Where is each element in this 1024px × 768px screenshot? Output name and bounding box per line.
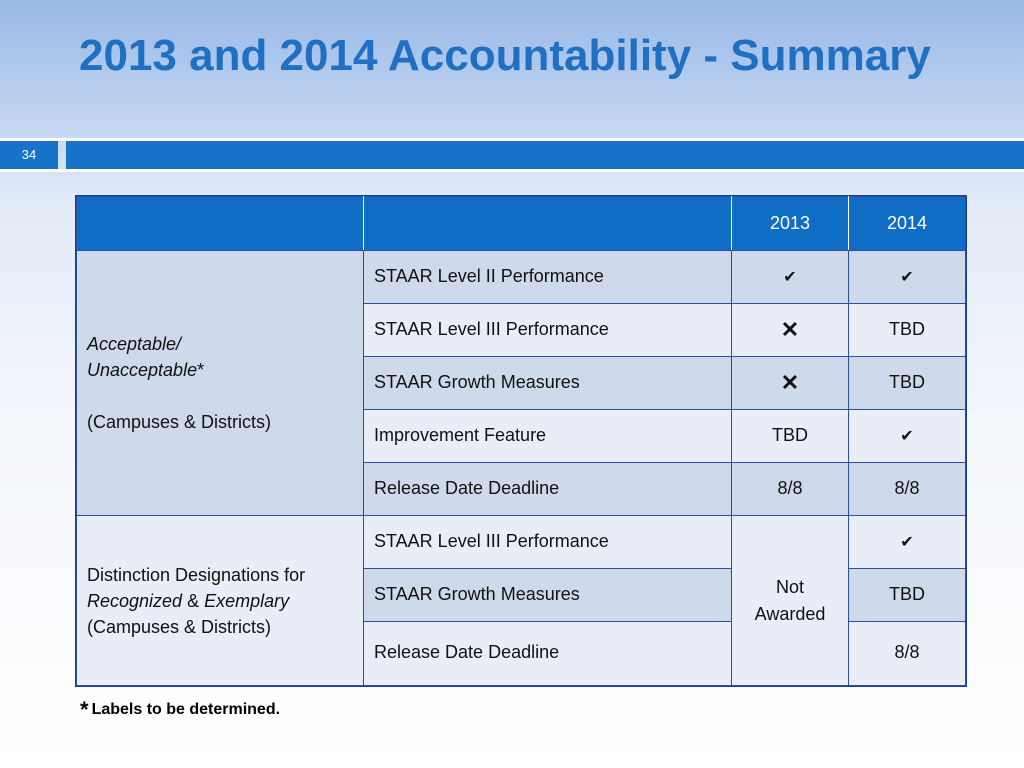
cell-2013: ✕ <box>731 356 849 410</box>
check-icon: ✔ <box>900 534 914 551</box>
cell-2013: ✕ <box>731 303 849 357</box>
group-label-line3: (Campuses & Districts) <box>87 616 272 637</box>
group-label-asterisk: * <box>197 360 205 380</box>
cell-2014: TBD <box>848 356 966 410</box>
measure-cell: STAAR Level III Performance <box>363 515 732 569</box>
group-label-line2: Unacceptable <box>87 360 198 380</box>
check-icon: ✔ <box>900 428 914 445</box>
table-row: Distinction Designations for Recognized … <box>76 515 966 686</box>
cell-2014: ✔ <box>848 250 966 304</box>
not-awarded-line2: Awarded <box>754 603 826 624</box>
group-label-recognized: Recognized <box>87 590 183 611</box>
group-distinction-label: Distinction Designations for Recognized … <box>76 515 364 686</box>
measure-cell: STAAR Growth Measures <box>363 356 732 410</box>
cell-2014: 8/8 <box>848 462 966 516</box>
check-icon: ✔ <box>783 269 797 286</box>
measure-cell: STAAR Level III Performance <box>363 303 732 357</box>
group-label-line1: Distinction Designations for <box>87 564 306 585</box>
measure-cell: Release Date Deadline <box>363 621 732 686</box>
header-2013: 2013 <box>731 196 849 251</box>
cell-2013: TBD <box>731 409 849 463</box>
header-measure <box>363 196 732 251</box>
cell-2014: TBD <box>848 303 966 357</box>
table-row: Acceptable/ Unacceptable* (Campuses & Di… <box>76 250 966 516</box>
table-row: Improvement Feature TBD ✔ <box>77 409 966 463</box>
table-row: STAAR Growth Measures TBD <box>77 568 966 622</box>
measure-cell: Release Date Deadline <box>363 462 732 516</box>
check-icon: ✔ <box>900 269 914 286</box>
table-header-row: 2013 2014 <box>76 196 966 251</box>
group-label-line1: Acceptable/ <box>87 334 182 354</box>
measure-cell: STAAR Level II Performance <box>363 250 732 304</box>
table-row: Release Date Deadline 8/8 <box>77 621 966 686</box>
cell-2014: 8/8 <box>848 621 966 686</box>
x-icon: ✕ <box>780 370 800 395</box>
table-row: STAAR Growth Measures ✕ TBD <box>77 356 966 410</box>
cell-2014: ✔ <box>848 515 966 569</box>
footnote: * Labels to be determined. <box>80 697 280 723</box>
footnote-text: Labels to be determined. <box>91 701 281 718</box>
header-category <box>76 196 364 251</box>
slide-title: 2013 and 2014 Accountability - Summary <box>79 31 931 80</box>
cell-2013: ✔ <box>731 250 849 304</box>
group-label-line3: (Campuses & Districts) <box>87 412 272 432</box>
group-label-amp: & <box>182 590 205 611</box>
group-label-exemplary: Exemplary <box>204 590 290 611</box>
accountability-summary-table: 2013 2014 Acceptable/ Unacceptable* (Cam… <box>75 195 967 687</box>
cell-2013-not-awarded: Not Awarded <box>731 515 849 686</box>
x-icon: ✕ <box>780 317 800 342</box>
footnote-asterisk: * <box>80 697 89 722</box>
not-awarded-line1: Not <box>775 576 804 597</box>
header-2014: 2014 <box>848 196 966 251</box>
measure-cell: STAAR Growth Measures <box>363 568 732 622</box>
divider-top <box>0 138 1024 141</box>
measure-cell: Improvement Feature <box>363 409 732 463</box>
cell-2014: ✔ <box>848 409 966 463</box>
cell-2014: TBD <box>848 568 966 622</box>
page-number: 34 <box>0 141 58 169</box>
cell-2013: 8/8 <box>731 462 849 516</box>
header-bar <box>66 141 1024 169</box>
table-row: STAAR Level III Performance ✕ TBD <box>77 303 966 357</box>
group-acceptable-label: Acceptable/ Unacceptable* (Campuses & Di… <box>76 250 364 516</box>
divider-bottom <box>0 169 1024 172</box>
